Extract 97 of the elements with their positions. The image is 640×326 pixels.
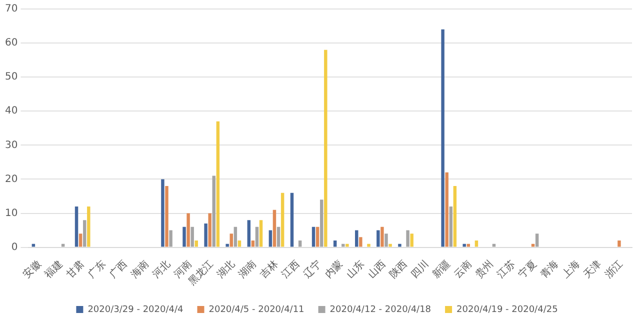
bar <box>441 29 444 247</box>
bar <box>316 226 320 247</box>
bar <box>182 226 186 247</box>
x-tick-label: 山西 <box>366 258 388 281</box>
x-tick-label: 青海 <box>538 258 561 281</box>
bar <box>186 213 190 247</box>
y-tick-label: 30 <box>4 140 18 151</box>
x-tick-label: 福建 <box>42 258 65 281</box>
bar <box>449 206 452 247</box>
x-tick-label: 山东 <box>344 258 367 281</box>
bar <box>406 230 410 247</box>
bar <box>453 186 457 247</box>
bar <box>492 244 496 247</box>
bar <box>230 234 234 247</box>
x-tick-label: 吉林 <box>258 258 280 281</box>
bar <box>355 230 358 247</box>
x-tick-label: 广东 <box>85 258 108 281</box>
y-tick-label: 60 <box>4 38 18 49</box>
x-tick-label: 江西 <box>279 258 302 281</box>
bar <box>445 172 448 247</box>
bar <box>169 230 172 247</box>
bar <box>161 179 164 247</box>
bar <box>280 192 284 247</box>
x-tick-label: 天津 <box>581 258 604 281</box>
bar <box>324 50 328 247</box>
bar <box>165 186 168 247</box>
bar <box>276 226 280 247</box>
bar <box>618 240 621 247</box>
bar <box>342 244 345 247</box>
bar <box>462 244 466 247</box>
x-tick-label: 宁夏 <box>516 258 539 281</box>
legend-label: 2020/4/5 - 2020/4/11 <box>208 304 304 315</box>
bar <box>312 226 316 247</box>
x-tick-label: 甘肃 <box>64 258 87 281</box>
bar <box>290 192 294 247</box>
bar <box>194 240 198 247</box>
x-tick-label: 内蒙 <box>322 258 346 281</box>
bar <box>466 244 470 247</box>
bar <box>226 244 229 247</box>
bar <box>268 230 272 247</box>
y-tick-label: 20 <box>4 174 18 185</box>
bar <box>259 220 263 247</box>
bar <box>78 234 82 247</box>
bar <box>398 244 402 247</box>
bar <box>380 226 384 247</box>
bar <box>32 244 36 247</box>
bar <box>238 240 242 247</box>
bar <box>247 220 251 247</box>
x-tick-label: 辽宁 <box>300 258 324 281</box>
x-tick-label: 湖南 <box>236 258 259 281</box>
legend-label: 2020/4/12 - 2020/4/18 <box>330 304 432 315</box>
bar <box>82 220 86 247</box>
bar <box>359 237 362 247</box>
bar <box>474 240 478 247</box>
bar <box>388 244 392 247</box>
x-tick-label: 新疆 <box>430 258 453 281</box>
bar <box>272 210 276 247</box>
x-tick-label: 云南 <box>452 258 474 281</box>
y-tick-label: 40 <box>4 106 18 117</box>
y-tick-label: 50 <box>4 72 18 83</box>
x-tick-label: 贵州 <box>473 258 496 281</box>
x-tick-label: 安徽 <box>20 258 44 281</box>
bar <box>376 230 380 247</box>
legend-label: 2020/3/29 - 2020/4/4 <box>88 304 184 315</box>
bar <box>204 223 208 247</box>
y-tick-label: 70 <box>4 4 18 15</box>
bar <box>212 176 216 247</box>
bar <box>535 234 539 247</box>
x-tick-label: 浙江 <box>602 258 626 281</box>
bar <box>346 244 349 247</box>
bar <box>216 121 220 247</box>
bar <box>367 244 370 247</box>
bar <box>255 226 259 247</box>
x-tick-label: 河北 <box>150 258 173 281</box>
x-tick-label: 江苏 <box>494 258 518 281</box>
bar <box>61 244 65 247</box>
legend-label: 2020/4/19 - 2020/4/25 <box>456 304 558 315</box>
bar <box>208 213 212 247</box>
y-tick-label: 0 <box>11 242 18 253</box>
bar <box>320 200 324 247</box>
x-tick-label: 上海 <box>559 258 582 281</box>
bar <box>410 234 414 247</box>
x-tick-label: 湖北 <box>214 258 238 281</box>
x-tick-label: 陕西 <box>387 258 410 281</box>
bar <box>87 206 90 247</box>
x-tick-label: 广西 <box>107 258 130 281</box>
x-tick-label: 海南 <box>128 258 152 281</box>
bar <box>190 226 194 247</box>
x-tick-label: 四川 <box>408 258 432 281</box>
bar <box>251 240 255 247</box>
bar <box>333 240 337 247</box>
bar <box>384 234 388 247</box>
bar <box>74 206 78 247</box>
bar <box>298 240 302 247</box>
y-tick-label: 10 <box>4 208 18 219</box>
bar <box>531 244 535 247</box>
bar <box>234 226 238 247</box>
